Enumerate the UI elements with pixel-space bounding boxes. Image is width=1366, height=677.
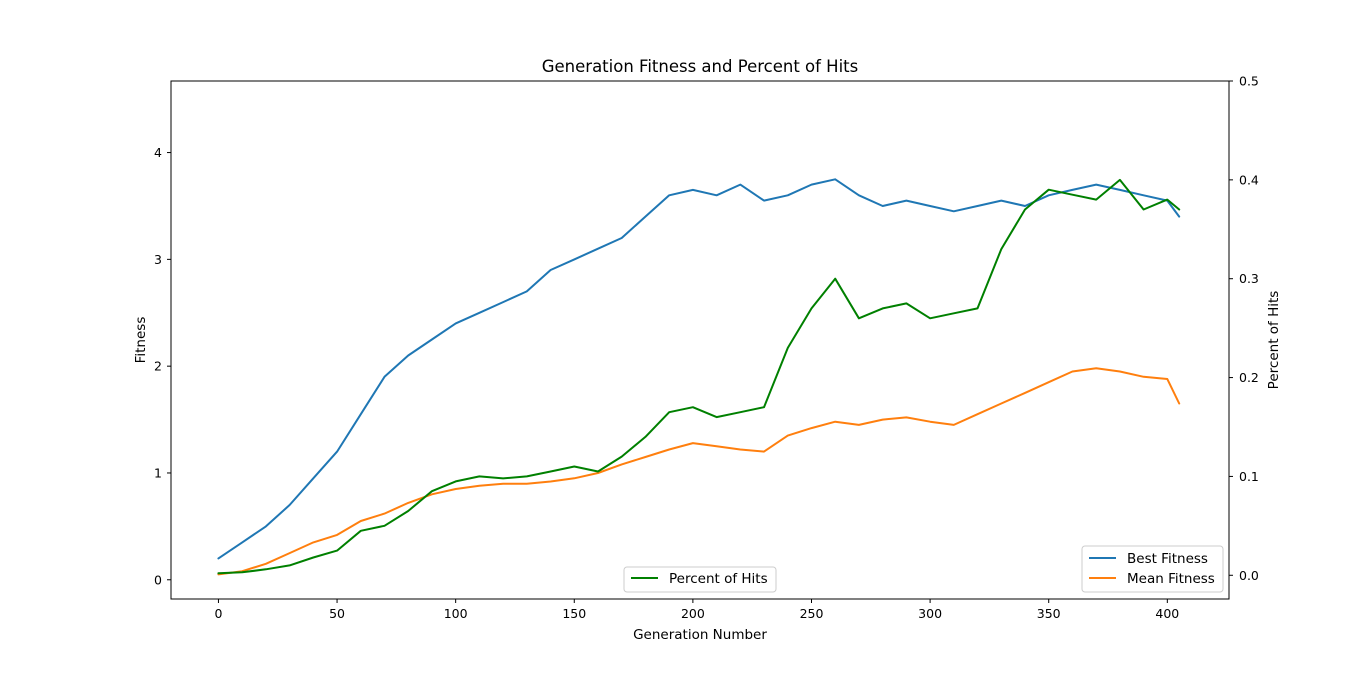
- x-tick-label: 300: [918, 606, 942, 621]
- y-right-tick-label: 0.1: [1239, 469, 1259, 484]
- x-axis: 0 50 100 150 200 250 300 350 400: [214, 599, 1179, 621]
- legend-fitness: Best Fitness Mean Fitness: [1081, 545, 1224, 593]
- y-right-tick-label: 0.2: [1239, 370, 1259, 385]
- plot-frame: [170, 80, 1230, 600]
- x-tick-label: 200: [681, 606, 705, 621]
- y-left-tick-label: 1: [154, 465, 162, 480]
- series-line-mean-fitness: [217, 367, 1181, 576]
- x-tick-label: 250: [800, 606, 824, 621]
- x-axis-label: Generation Number: [633, 627, 767, 643]
- legend-label-best-fitness: Best Fitness: [1127, 551, 1208, 567]
- y-right-tick-label: 0.3: [1239, 271, 1259, 286]
- y-left-tick-label: 2: [154, 359, 162, 374]
- chart-title: Generation Fitness and Percent of Hits: [542, 57, 859, 76]
- legend-label-mean-fitness: Mean Fitness: [1127, 571, 1215, 587]
- y-axis-left-label: Fitness: [133, 317, 149, 364]
- x-tick-label: 350: [1037, 606, 1061, 621]
- legend-fitness-box: [1081, 545, 1224, 593]
- legend-label-percent-of-hits: Percent of Hits: [669, 571, 768, 587]
- x-tick-label: 50: [329, 606, 345, 621]
- y-axis-right-label: Percent of Hits: [1266, 291, 1282, 390]
- series-line-best-fitness: [217, 178, 1181, 560]
- y-left-tick-label: 0: [154, 572, 162, 587]
- series-line-percent-of-hits: [217, 178, 1181, 575]
- y-axis-right: 0.0 0.1 0.2 0.3 0.4 0.5: [1229, 74, 1259, 583]
- x-tick-label: 100: [444, 606, 468, 621]
- y-right-tick-label: 0.4: [1239, 172, 1259, 187]
- legend-hits-box: [623, 566, 777, 593]
- x-tick-label: 0: [214, 606, 222, 621]
- x-tick-label: 400: [1155, 606, 1179, 621]
- series-layer: [217, 178, 1181, 576]
- y-axis-left: 0 1 2 3 4: [154, 145, 171, 587]
- y-right-tick-label: 0.0: [1239, 568, 1259, 583]
- legend-hits: Percent of Hits: [623, 566, 777, 593]
- y-right-tick-label: 0.5: [1239, 74, 1259, 89]
- y-left-tick-label: 3: [154, 252, 162, 267]
- y-left-tick-label: 4: [154, 145, 162, 160]
- x-tick-label: 150: [562, 606, 586, 621]
